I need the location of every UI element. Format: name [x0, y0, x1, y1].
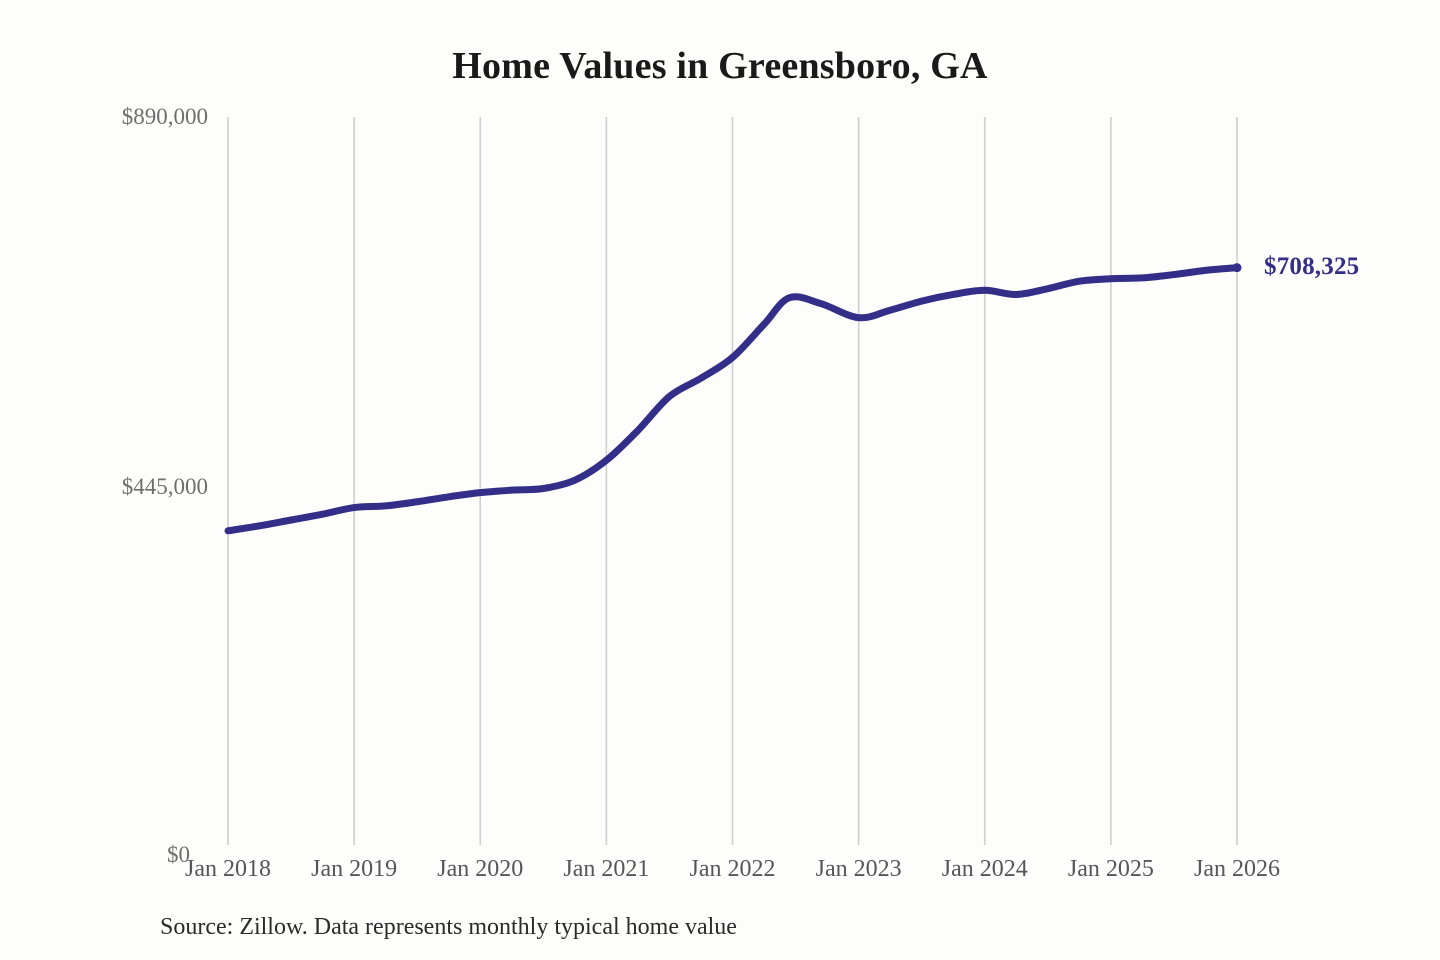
x-axis-tick-jan-2018: Jan 2018	[185, 856, 271, 882]
plot-svg	[224, 117, 1242, 845]
x-axis-tick-jan-2021: Jan 2021	[563, 856, 650, 882]
x-axis-tick-jan-2026: Jan 2026	[1194, 856, 1280, 882]
y-axis-tick-label-mid: $445,000	[121, 474, 208, 499]
x-axis-tick-jan-2020: Jan 2020	[437, 856, 524, 882]
source-footnote: Source: Zillow. Data represents monthly …	[160, 914, 737, 940]
x-axis-tick-jan-2022: Jan 2022	[689, 856, 776, 882]
chart-title: Home Values in Greensboro, GA	[452, 45, 988, 87]
x-axis-tick-jan-2023: Jan 2023	[815, 856, 902, 882]
end-value-annotation: $708,325	[1264, 252, 1360, 280]
y-axis-tick-label-bottom: $0	[167, 842, 190, 867]
x-axis-tick-jan-2025: Jan 2025	[1067, 856, 1154, 882]
plot-area	[224, 117, 1242, 855]
x-axis-tick-jan-2024: Jan 2024	[941, 856, 1028, 882]
y-axis-tick-label-top: $890,000	[121, 104, 208, 129]
data-series-line	[224, 264, 1241, 535]
x-axis-tick-jan-2019: Jan 2019	[311, 856, 398, 882]
gridlines	[227, 117, 1238, 845]
series-end-point	[1232, 263, 1242, 273]
